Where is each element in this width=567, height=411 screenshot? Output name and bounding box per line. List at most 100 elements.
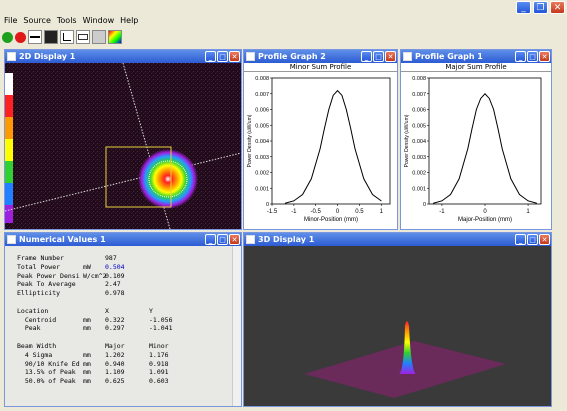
color-icon[interactable]	[108, 30, 122, 44]
minimize-icon[interactable]: _	[205, 51, 216, 62]
data-point	[519, 194, 520, 195]
table-cell: 0.504	[105, 262, 125, 271]
table-row: 4 Sigma mm 1.202 1.176	[17, 351, 241, 360]
window-icon	[403, 52, 412, 61]
window-icon	[246, 235, 255, 244]
compare-icon[interactable]	[76, 30, 90, 44]
table-cell	[149, 298, 189, 307]
save-icon[interactable]	[92, 30, 106, 44]
menu-window[interactable]: Window	[82, 16, 115, 25]
data-point	[480, 98, 481, 99]
table-cell	[17, 298, 83, 307]
table-row	[17, 298, 241, 307]
table-cell	[83, 280, 105, 289]
table-cell: 13.5% of Peak	[17, 368, 76, 377]
minimize-icon[interactable]: _	[516, 1, 531, 14]
table-cell	[83, 307, 105, 316]
maximize-icon[interactable]: □	[217, 51, 228, 62]
data-point	[302, 194, 303, 195]
window-icon	[7, 52, 16, 61]
close-icon[interactable]: ✕	[385, 51, 396, 62]
table-cell	[17, 333, 83, 342]
profile-graph-1-title: Profile Graph 1	[415, 52, 483, 61]
data-point	[284, 202, 286, 204]
close-icon[interactable]: ✕	[229, 51, 240, 62]
restore-icon[interactable]: ❐	[533, 1, 548, 14]
data-point	[441, 200, 443, 202]
maximize-icon[interactable]: □	[217, 234, 228, 245]
table-cell: Peak To Average	[17, 280, 76, 289]
start-icon[interactable]	[2, 31, 13, 43]
x-tick-label: 0	[483, 209, 487, 215]
minimize-icon[interactable]: _	[361, 51, 372, 62]
data-point	[493, 109, 494, 110]
y-tick-label: 0.004	[255, 139, 269, 145]
numerical-values-titlebar[interactable]: Numerical Values 1 _ □ ✕	[5, 233, 241, 246]
data-point	[293, 200, 295, 202]
beam-3d-plot[interactable]	[244, 246, 551, 406]
menu-help[interactable]: Help	[120, 16, 139, 25]
display2d-icon[interactable]	[44, 30, 58, 44]
table-cell	[149, 263, 189, 272]
close-icon[interactable]: ✕	[539, 51, 550, 62]
stop-icon[interactable]	[15, 31, 26, 43]
menu-tools[interactable]: Tools	[56, 16, 77, 25]
y-axis-label: Power Density (uW/um)	[247, 114, 253, 167]
table-cell	[149, 289, 189, 298]
menu-source[interactable]: Source	[23, 16, 51, 25]
maximize-icon[interactable]: □	[527, 234, 538, 245]
display3d-icon[interactable]	[60, 30, 74, 44]
table-cell: 50.0% of Peak	[17, 377, 76, 386]
display-2d-titlebar[interactable]: 2D Display 1 _ □ ✕	[5, 50, 241, 63]
table-cell: 1.109	[105, 368, 125, 377]
menu-file[interactable]: File	[4, 16, 18, 25]
table-cell	[149, 280, 189, 289]
minimize-icon[interactable]: _	[515, 234, 526, 245]
close-icon[interactable]: ✕	[539, 234, 550, 245]
table-cell: 0.625	[105, 377, 125, 386]
profile-graph-1-titlebar[interactable]: Profile Graph 1 _ □ ✕	[401, 50, 551, 63]
x-axis-label: Minor-Position (mm)	[304, 217, 358, 223]
minimize-icon[interactable]: _	[205, 234, 216, 245]
minimize-icon[interactable]: _	[515, 51, 526, 62]
table-cell: Beam Width	[17, 341, 57, 350]
table-row: 90/10 Knife Ed mm 0.940 0.918	[17, 360, 241, 369]
profile-line	[284, 89, 382, 204]
data-point	[311, 178, 312, 180]
close-icon[interactable]: ✕	[550, 1, 565, 14]
table-cell	[83, 342, 105, 351]
profile-icon[interactable]	[28, 30, 42, 44]
display-2d-window: 2D Display 1 _ □ ✕	[4, 49, 242, 230]
display-2d-title: 2D Display 1	[19, 52, 76, 61]
table-cell: 2.47	[105, 280, 121, 289]
beam-image[interactable]	[5, 63, 241, 229]
y-axis-label: Power Density (uW/um)	[404, 114, 410, 167]
close-icon[interactable]: ✕	[229, 234, 240, 245]
y-tick-label: 0.008	[255, 76, 269, 82]
maximize-icon[interactable]: □	[373, 51, 384, 62]
x-tick-label: -1	[291, 209, 297, 215]
table-cell: Ellipticity	[17, 289, 61, 298]
table-row: Peak To Average 2.47	[17, 280, 241, 289]
display-3d-titlebar[interactable]: 3D Display 1 _ □ ✕	[244, 233, 551, 246]
data-point	[337, 90, 338, 91]
profile-graph-2-title: Profile Graph 2	[258, 52, 326, 61]
table-cell	[149, 272, 189, 281]
profile-graph-2-titlebar[interactable]: Profile Graph 2 _ □ ✕	[244, 50, 397, 63]
vertical-scrollbar[interactable]	[232, 246, 241, 406]
aperture-box[interactable]	[105, 146, 172, 208]
table-cell: 0.322	[105, 315, 125, 324]
data-point	[510, 178, 512, 180]
data-point	[372, 194, 373, 195]
table-cell: 1.176	[149, 350, 169, 359]
table-cell: Peak	[17, 324, 41, 333]
data-point	[458, 178, 460, 180]
color-scale-bar	[5, 73, 13, 223]
maximize-icon[interactable]: □	[527, 51, 538, 62]
table-cell: mm	[83, 377, 91, 386]
plot-title: Minor Sum Profile	[244, 63, 397, 72]
y-tick-label: 0.006	[412, 108, 426, 114]
x-tick-label: 1	[380, 209, 384, 215]
data-point	[501, 148, 503, 150]
